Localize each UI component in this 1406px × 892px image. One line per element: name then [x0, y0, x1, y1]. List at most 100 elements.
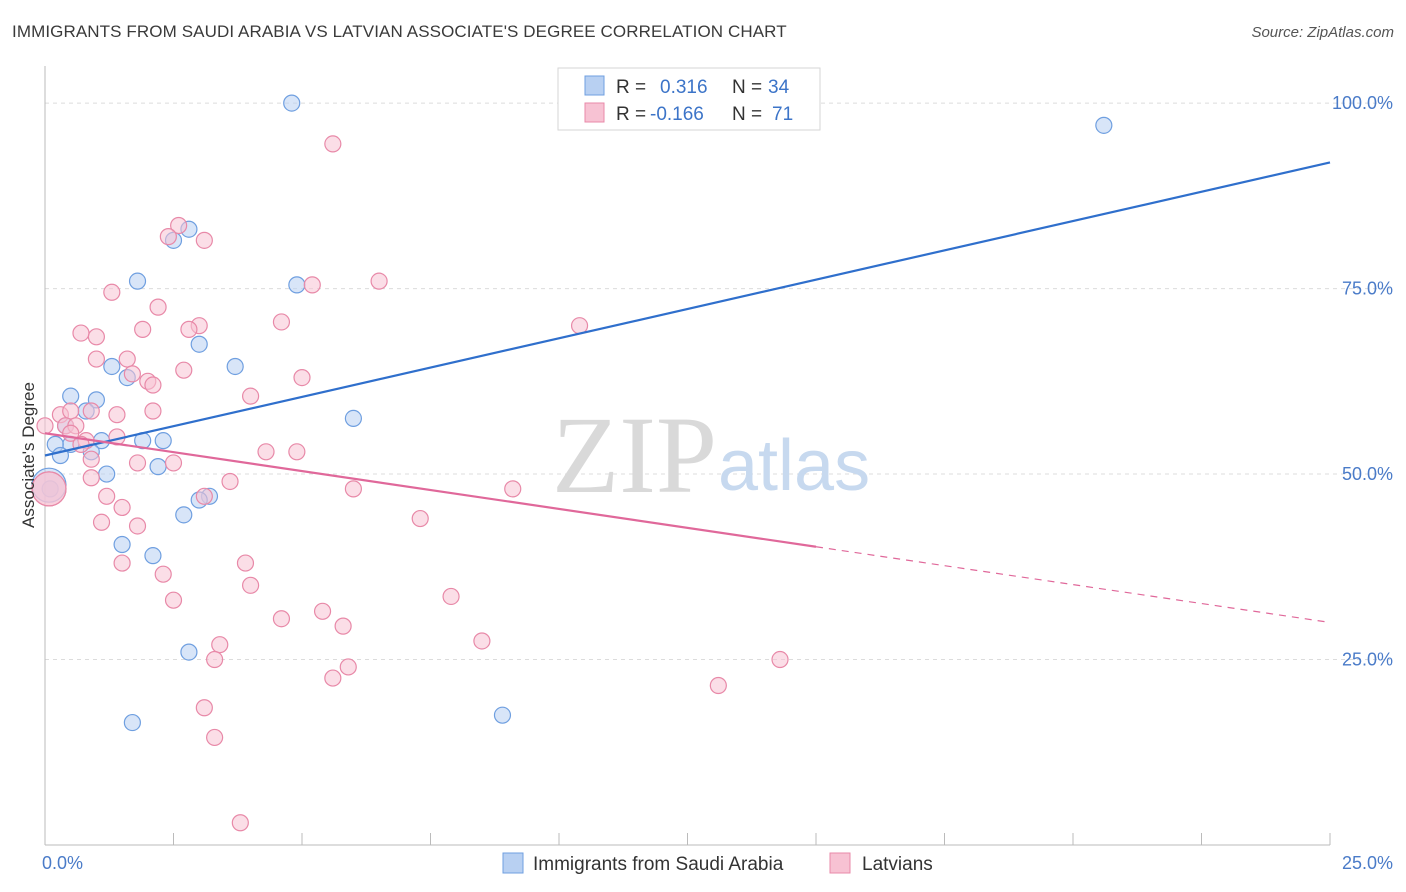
- point-latvians-51: [236, 554, 255, 572]
- point-saudi-28: [113, 535, 131, 554]
- point-latvians-3: [195, 231, 213, 249]
- x-tick-label-0: 0.0%: [42, 853, 83, 873]
- point-latvians-24: [62, 402, 80, 420]
- source-label: Source: ZipAtlas.com: [1251, 24, 1394, 41]
- point-latvians-18: [123, 365, 141, 383]
- point-latvians-54: [442, 587, 460, 606]
- legend-r-label-2: R =: [616, 104, 646, 125]
- watermark-zip: ZIP: [552, 394, 717, 516]
- point-latvians-26: [144, 402, 162, 420]
- point-saudi-5: [288, 276, 306, 294]
- point-latvians-66: [195, 699, 213, 717]
- point-latvians-43: [504, 480, 522, 498]
- data-points: [31, 94, 1113, 832]
- legend-n-value-1: 34: [768, 77, 790, 98]
- point-latvians-37: [82, 450, 100, 468]
- legend-swatch-pink: [584, 102, 605, 123]
- point-saudi-30: [180, 643, 198, 661]
- legend-item-latvians: Latvians: [862, 854, 933, 875]
- trend-line-latvians-extension: [815, 546, 1331, 624]
- point-latvians-36: [288, 443, 306, 461]
- watermark-atlas: atlas: [718, 426, 870, 506]
- x-tick-label-1: 25.0%: [1342, 853, 1393, 873]
- grid-lines: [45, 102, 1390, 661]
- point-saudi-0: [283, 94, 301, 112]
- point-latvians-21: [144, 376, 162, 394]
- point-latvians-60: [211, 636, 229, 654]
- point-latvians-41: [221, 472, 239, 491]
- point-latvians-35: [257, 443, 275, 461]
- point-latvians-10: [180, 320, 198, 338]
- point-latvians-6: [103, 283, 121, 301]
- point-latvians-47: [411, 509, 429, 528]
- point-latvians-22: [242, 387, 260, 405]
- y-tick-label-0: 25.0%: [1342, 650, 1393, 670]
- point-latvians-8: [272, 313, 291, 331]
- point-saudi-8: [103, 357, 121, 376]
- y-tick-label-2: 75.0%: [1342, 279, 1393, 299]
- point-latvians-62: [771, 650, 789, 669]
- trend-line-latvians: [44, 432, 817, 548]
- point-latvians-40: [82, 469, 100, 487]
- point-latvians-65: [709, 676, 727, 695]
- legend-r-value-2: -0.166: [650, 104, 704, 125]
- point-saudi-11: [62, 387, 80, 405]
- point-saudi-18: [154, 432, 172, 450]
- trend-line-saudi: [44, 161, 1331, 457]
- legend-r-label-1: R =: [616, 77, 646, 98]
- legend-n-label-1: N =: [732, 77, 762, 98]
- point-latvians-1: [170, 216, 188, 235]
- point-latvians-11: [134, 320, 152, 338]
- point-latvians-13: [87, 328, 106, 346]
- point-latvians-16: [118, 350, 136, 368]
- point-latvians-67: [206, 728, 224, 747]
- point-latvians-25: [82, 402, 100, 420]
- point-latvians-5: [303, 276, 321, 294]
- point-latvians-44: [98, 487, 116, 505]
- point-latvians-15: [87, 350, 106, 368]
- watermark: ZIP atlas: [552, 394, 870, 516]
- point-latvians-30: [36, 417, 54, 435]
- point-latvians-50: [113, 554, 131, 572]
- legend-swatch-blue: [584, 75, 605, 96]
- point-saudi-23: [98, 465, 116, 483]
- point-latvians-49: [128, 517, 147, 535]
- point-latvians-0: [324, 135, 342, 153]
- y-tick-label-1: 50.0%: [1342, 464, 1393, 484]
- legend-item-saudi: Immigrants from Saudi Arabia: [533, 854, 784, 875]
- point-latvians-58: [334, 617, 352, 635]
- point-saudi-7: [226, 357, 244, 376]
- point-latvians-56: [313, 602, 332, 620]
- trend-lines: [44, 161, 1331, 624]
- point-latvians-27: [108, 406, 126, 424]
- series-legend: Immigrants from Saudi Arabia Latvians: [502, 852, 933, 875]
- point-latvians-70: [31, 471, 67, 507]
- point-latvians-57: [272, 610, 291, 628]
- correlation-legend: R = 0.316 N = 34 R = -0.166 N = 71: [557, 67, 821, 131]
- point-latvians-19: [293, 369, 311, 387]
- point-latvians-42: [344, 480, 362, 498]
- point-saudi-32: [493, 706, 512, 724]
- tick-labels: 25.0% 50.0% 75.0% 100.0% 0.0% 25.0%: [42, 93, 1393, 873]
- point-latvians-38: [128, 454, 147, 472]
- point-latvians-12: [72, 324, 90, 342]
- point-saudi-4: [128, 272, 147, 290]
- legend-item-saudi-swatch: [502, 852, 524, 874]
- point-latvians-17: [175, 361, 193, 379]
- chart-title: IMMIGRANTS FROM SAUDI ARABIA VS LATVIAN …: [12, 22, 787, 41]
- point-latvians-61: [206, 650, 224, 669]
- point-latvians-63: [339, 658, 357, 676]
- y-axis-label: Associate's Degree: [19, 382, 38, 528]
- point-latvians-4: [370, 272, 388, 290]
- y-tick-label-3: 100.0%: [1332, 93, 1393, 113]
- point-latvians-59: [473, 632, 491, 650]
- legend-n-label-2: N =: [732, 104, 762, 125]
- point-latvians-2: [159, 228, 177, 246]
- point-latvians-48: [92, 513, 111, 531]
- point-latvians-68: [231, 814, 249, 832]
- legend-r-value-1: 0.316: [660, 77, 708, 98]
- legend-item-latvians-swatch: [829, 852, 851, 874]
- point-latvians-45: [195, 487, 213, 505]
- point-latvians-64: [324, 669, 342, 687]
